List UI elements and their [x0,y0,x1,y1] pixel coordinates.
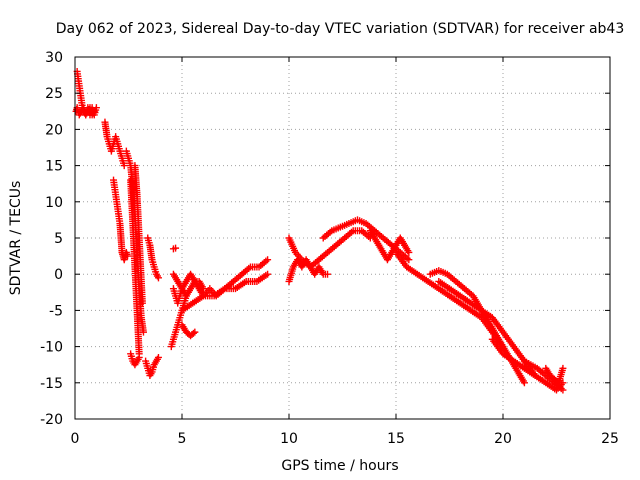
y-tick-label: -5 [49,303,63,319]
data-point [405,256,413,264]
series-track-u [366,227,413,264]
data-point [135,353,143,361]
data-point [559,386,567,394]
series-track-q [178,321,199,340]
data-point [154,353,162,361]
y-tick-label: 5 [54,231,63,247]
y-tick-label: 10 [45,195,63,211]
data-point [199,285,207,293]
series-track-w [426,267,528,387]
data-point [559,364,567,372]
x-tick-label: 0 [71,431,80,447]
data-point [172,244,180,252]
x-tick-label: 10 [280,431,298,447]
axis-ticks: 0 5 10 15 20 25 -20 -15 -10 -5 0 5 10 15 20 25 30 [40,50,619,447]
chart-title: Day 062 of 2023, Sidereal Day-to-day VTE… [56,21,625,37]
y-tick-label: -20 [40,412,63,428]
y-tick-label: 25 [45,86,63,102]
x-axis-label: GPS time / hours [281,458,398,474]
y-axis-label: SDTVAR / TECUs [8,181,24,296]
y-tick-label: 0 [54,267,63,283]
data-point [90,107,98,115]
series-track-i [127,350,143,369]
y-tick-label: -10 [40,340,63,356]
data-point [154,274,162,282]
series-track-t [319,216,413,264]
series-track-aa [542,364,567,387]
data-point [120,162,128,170]
data-point [92,104,100,112]
x-tick-label: 20 [494,431,512,447]
series-track-o [178,270,272,314]
series-track-p [169,270,207,300]
series-track-k [144,234,162,282]
data-point [405,248,413,256]
series-track-f [127,176,143,358]
data-point [324,270,332,278]
data-point [191,328,199,336]
data-point [123,252,131,260]
series-track-h [118,248,131,264]
series-track-j [142,353,162,380]
x-tick-label: 25 [601,431,619,447]
series-track-l [169,244,180,253]
series-track-g [131,162,146,307]
data-points [72,67,567,394]
series-track-v [392,248,507,351]
series-track-d [110,176,126,256]
y-tick-label: 30 [45,50,63,66]
data-point [189,329,197,337]
y-tick-label: 20 [45,122,63,138]
series-track-s [285,256,332,285]
x-tick-label: 5 [178,431,187,447]
data-point [264,256,272,264]
data-point [264,270,272,278]
y-tick-label: -15 [40,376,63,392]
data-point [138,299,146,307]
y-tick-label: 15 [45,159,63,175]
x-tick-label: 15 [387,431,405,447]
series-track-c [101,118,128,170]
data-point [520,379,528,387]
